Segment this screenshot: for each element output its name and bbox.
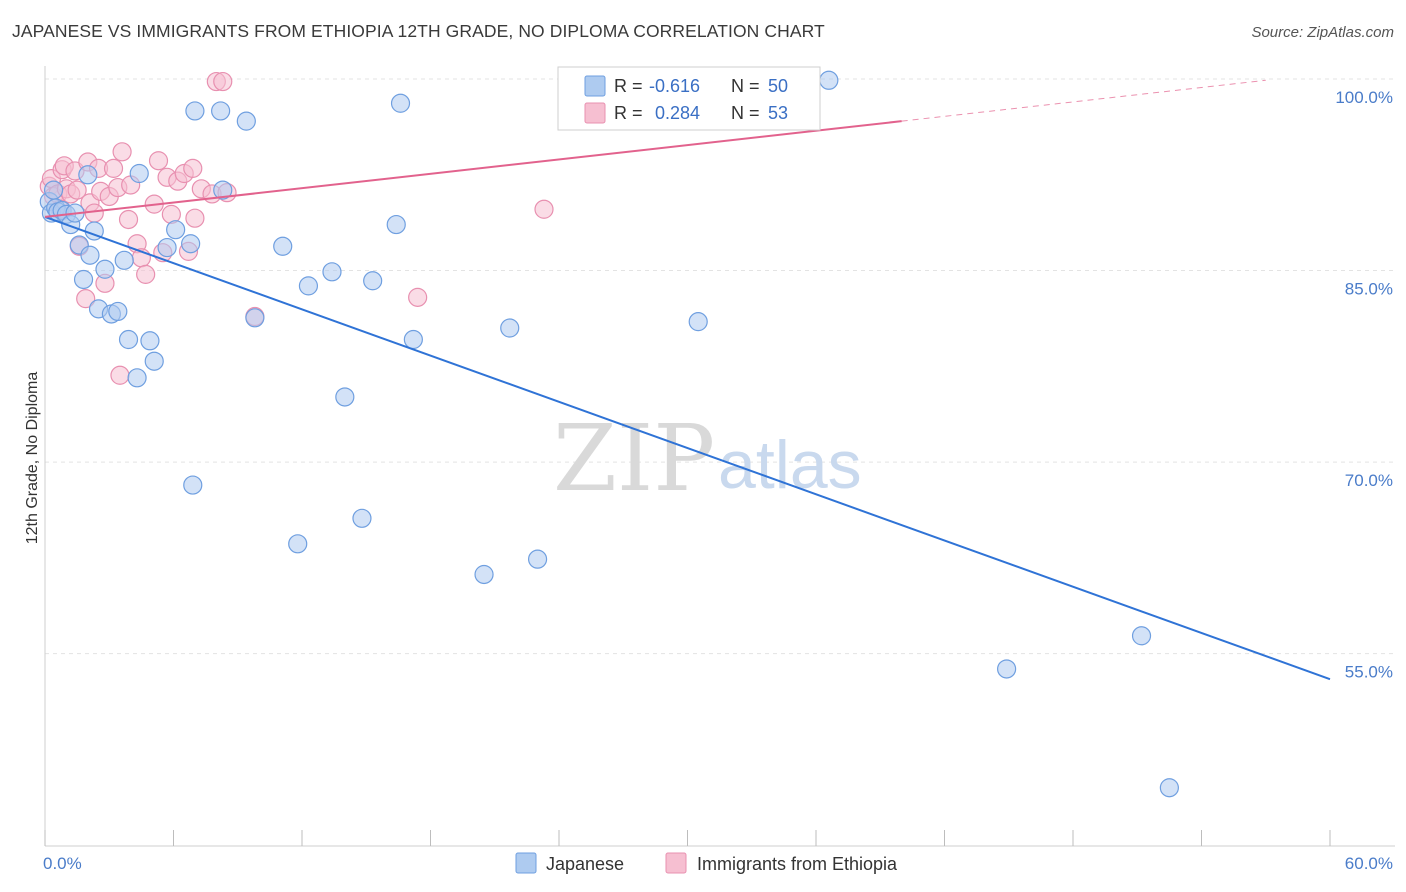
- ethiopia-points: [39, 71, 554, 385]
- japanese-point: [80, 245, 100, 265]
- japanese-point: [181, 234, 201, 254]
- ethiopia-point: [112, 142, 132, 162]
- japanese-point: [390, 93, 411, 113]
- legend-n-label-japanese: N =: [731, 76, 760, 96]
- y-tick-label: 85.0%: [1345, 280, 1393, 299]
- x-tick-label: 0.0%: [43, 854, 82, 873]
- y-tick-label: 70.0%: [1345, 471, 1393, 490]
- ethiopia-trend-extension: [901, 79, 1266, 122]
- legend-r-label-ethiopia: R =: [614, 103, 643, 123]
- japanese-point: [363, 271, 383, 291]
- japanese-point: [166, 220, 186, 240]
- japanese-point: [1131, 626, 1152, 646]
- legend-r-value-ethiopia: 0.284: [655, 103, 700, 123]
- japanese-point: [403, 329, 423, 350]
- ethiopia-point: [213, 71, 233, 92]
- bottom-legend-swatch-ethiopia: [665, 852, 687, 874]
- japanese-point: [129, 163, 149, 184]
- japanese-point: [288, 534, 308, 554]
- japanese-point: [245, 308, 265, 328]
- ethiopia-point: [136, 264, 156, 284]
- ethiopia-point: [103, 158, 124, 178]
- y-tick-labels: 100.0% 85.0% 70.0% 55.0%: [1335, 88, 1393, 682]
- x-tick-labels: 0.0% 60.0%: [43, 854, 1393, 873]
- japanese-point: [527, 549, 548, 569]
- bottom-legend-label-japanese: Japanese: [546, 854, 624, 874]
- japanese-point: [95, 259, 115, 279]
- japanese-point: [127, 368, 147, 388]
- japanese-point: [500, 318, 520, 338]
- japanese-point: [108, 301, 128, 322]
- japanese-point: [335, 387, 355, 407]
- y-tick-label: 55.0%: [1345, 663, 1393, 682]
- bottom-legend-swatch-japanese: [515, 852, 537, 874]
- ethiopia-point: [118, 209, 139, 230]
- japanese-point: [213, 180, 233, 200]
- japanese-points: [39, 70, 1179, 798]
- series-legend: Japanese Immigrants from Ethiopia: [515, 852, 898, 874]
- japanese-point: [236, 111, 256, 131]
- japanese-point: [78, 165, 98, 185]
- correlation-legend: R = -0.616 N = 50 R = 0.284 N = 53: [557, 66, 821, 131]
- chart-title: JAPANESE VS IMMIGRANTS FROM ETHIOPIA 12T…: [12, 21, 825, 41]
- trend-lines: [44, 79, 1331, 681]
- legend-n-value-japanese: 50: [768, 76, 788, 96]
- legend-n-value-ethiopia: 53: [768, 103, 788, 123]
- legend-r-label-japanese: R =: [614, 76, 643, 96]
- legend-swatch-japanese: [584, 75, 606, 97]
- ethiopia-point: [534, 199, 554, 219]
- japanese-point: [144, 351, 164, 371]
- japanese-point: [298, 276, 319, 296]
- japanese-point: [114, 250, 134, 270]
- ethiopia-point: [183, 158, 203, 178]
- japanese-point: [183, 475, 203, 495]
- japanese-trend-line: [44, 215, 1331, 681]
- japanese-point: [474, 564, 494, 585]
- japanese-point: [1159, 778, 1179, 798]
- watermark-zip: ZIP: [553, 405, 715, 512]
- ethiopia-point: [408, 287, 428, 307]
- watermark: ZIP atlas: [553, 405, 862, 512]
- ethiopia-point: [110, 365, 130, 385]
- japanese-point: [140, 331, 160, 351]
- japanese-point: [322, 262, 342, 282]
- japanese-point: [211, 101, 231, 121]
- source-credit: Source: ZipAtlas.com: [1251, 24, 1394, 41]
- gridlines: [45, 78, 1395, 655]
- japanese-point: [43, 180, 64, 200]
- y-tick-label: 100.0%: [1335, 88, 1393, 107]
- japanese-point: [997, 659, 1017, 679]
- japanese-point: [157, 237, 177, 258]
- japanese-point: [688, 312, 708, 332]
- japanese-point: [819, 70, 839, 90]
- japanese-point: [352, 508, 372, 528]
- ethiopia-point: [185, 208, 205, 228]
- y-axis-label: 12th Grade, No Diploma: [24, 372, 41, 545]
- japanese-point: [118, 329, 139, 350]
- legend-swatch-ethiopia: [584, 102, 606, 124]
- ethiopia-point: [76, 289, 96, 309]
- japanese-point: [273, 236, 293, 256]
- ethiopia-point: [148, 151, 169, 171]
- japanese-point: [185, 101, 205, 121]
- x-tick-label: 60.0%: [1345, 854, 1393, 873]
- japanese-point: [386, 214, 406, 235]
- japanese-point: [73, 269, 94, 290]
- bottom-legend-label-ethiopia: Immigrants from Ethiopia: [697, 854, 898, 874]
- ethiopia-point: [67, 180, 87, 200]
- legend-n-label-ethiopia: N =: [731, 103, 760, 123]
- watermark-atlas: atlas: [718, 427, 862, 503]
- ethiopia-trend-line: [44, 120, 902, 218]
- legend-r-value-japanese: -0.616: [649, 76, 700, 96]
